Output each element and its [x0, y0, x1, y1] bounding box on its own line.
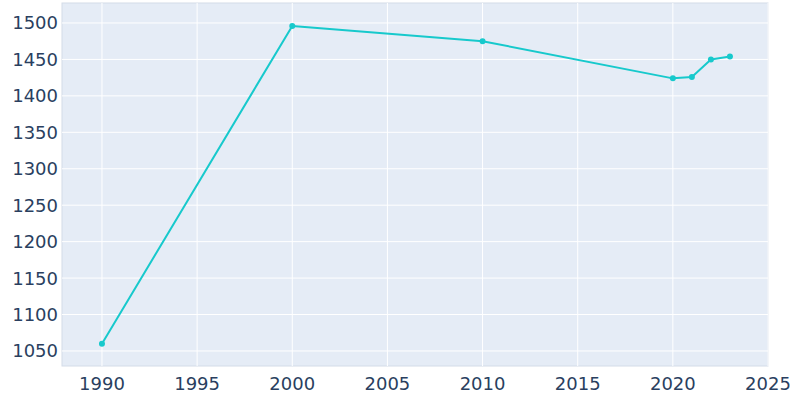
x-tick-label: 2000	[269, 373, 315, 394]
point	[670, 75, 676, 81]
x-tick-label: 1990	[79, 373, 125, 394]
y-grid-line	[62, 59, 768, 60]
y-grid-line	[62, 95, 768, 96]
y-tick-label: 1050	[12, 340, 58, 361]
x-grid-line	[482, 3, 483, 366]
y-grid-line	[62, 241, 768, 242]
y-tick-label: 1300	[12, 158, 58, 179]
x-grid-line	[768, 3, 769, 366]
line	[102, 26, 730, 344]
x-tick-label: 1995	[174, 373, 220, 394]
x-grid-line	[101, 3, 102, 366]
y-grid-line	[62, 314, 768, 315]
point	[289, 23, 295, 29]
x-grid-line	[672, 3, 673, 366]
x-grid-line	[387, 3, 388, 366]
grid	[62, 3, 768, 366]
y-grid-line	[62, 278, 768, 279]
plot-area	[62, 3, 768, 366]
y-tick-label: 1150	[12, 268, 58, 289]
y-tick-label: 1400	[12, 85, 58, 106]
y-tick-label: 1200	[12, 231, 58, 252]
y-grid-line	[62, 350, 768, 351]
y-tick-label: 1350	[12, 122, 58, 143]
y-tick-label: 1450	[12, 49, 58, 70]
point	[727, 54, 733, 60]
y-grid-line	[62, 22, 768, 23]
x-tick-label: 2015	[555, 373, 601, 394]
point	[708, 56, 714, 62]
y-tick-label: 1500	[12, 12, 58, 33]
x-grid-line	[292, 3, 293, 366]
point	[689, 74, 695, 80]
x-tick-label: 2010	[460, 373, 506, 394]
x-tick-label: 2025	[745, 373, 791, 394]
x-grid-line	[577, 3, 578, 366]
y-tick-label: 1100	[12, 304, 58, 325]
x-tick-label: 2005	[365, 373, 411, 394]
y-tick-label: 1250	[12, 195, 58, 216]
series	[99, 23, 733, 347]
chart: 1050 1100 1150 1200 1250 1300 1350 1400 1450 1500…	[0, 0, 800, 400]
point	[99, 341, 105, 347]
point	[480, 38, 486, 44]
y-grid-line	[62, 132, 768, 133]
y-grid-line	[62, 205, 768, 206]
chart-container: 1050 1100 1150 1200 1250 1300 1350 1400 1450 1500…	[0, 0, 800, 400]
y-grid-line	[62, 168, 768, 169]
x-tick-label: 2020	[650, 373, 696, 394]
